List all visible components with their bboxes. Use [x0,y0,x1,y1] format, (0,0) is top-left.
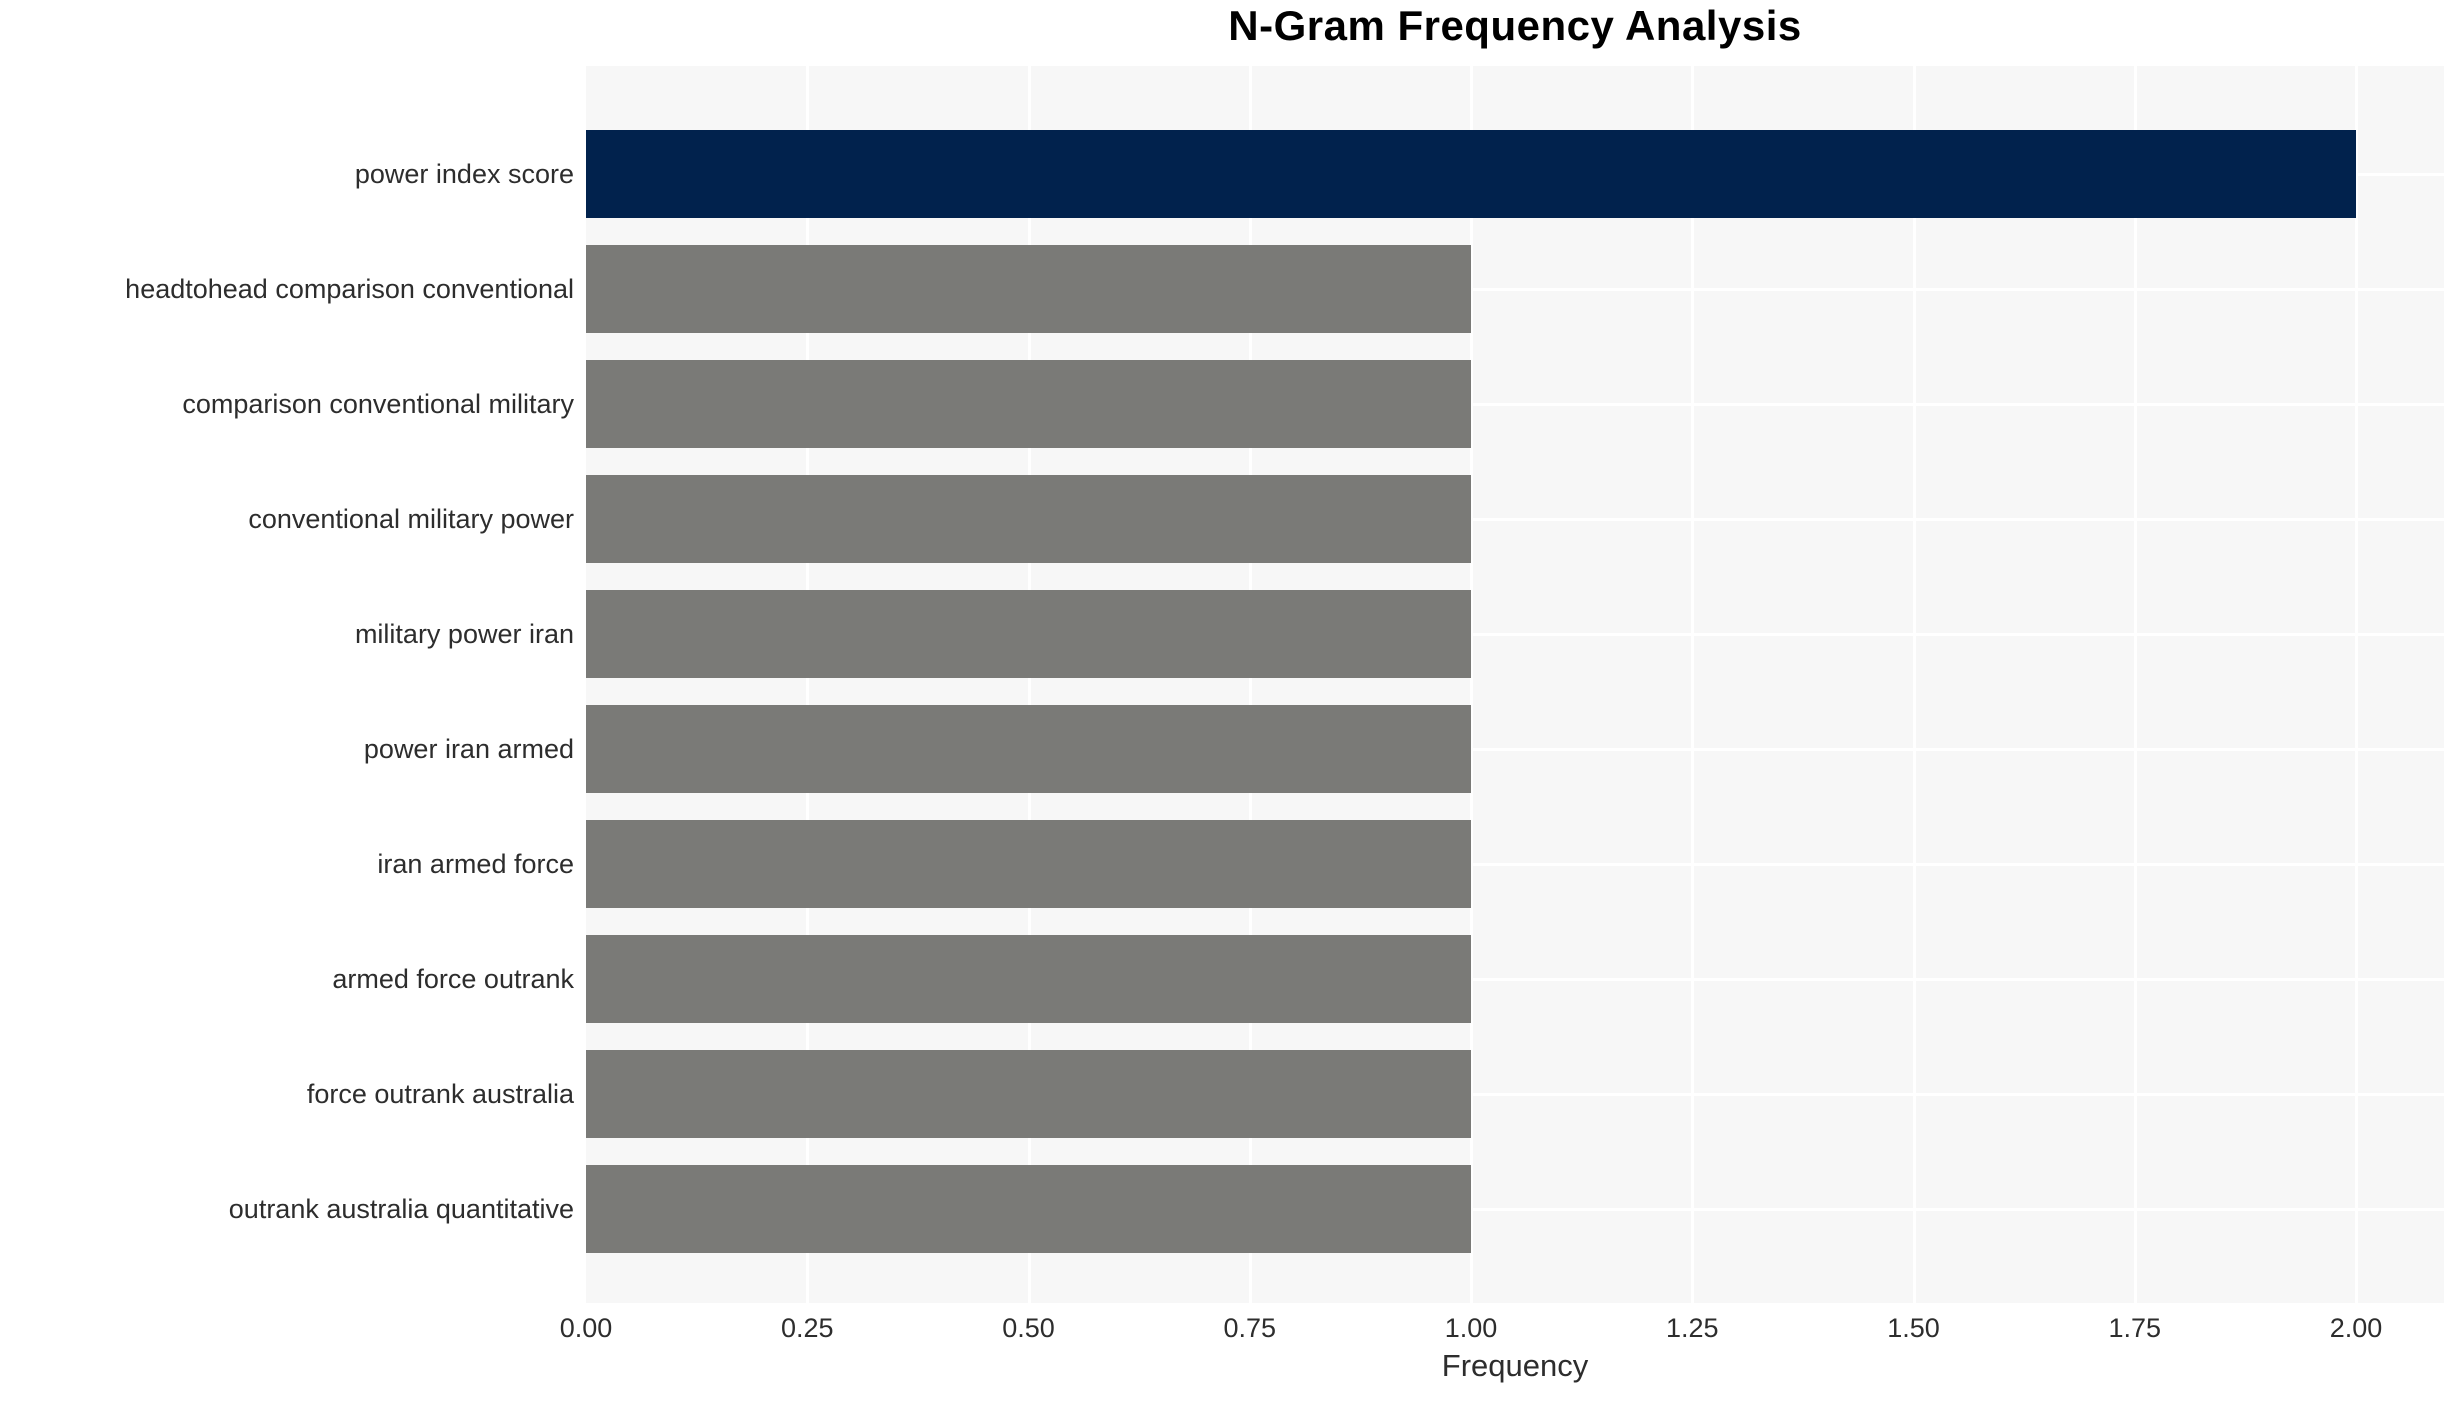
category-label: comparison conventional military [182,389,574,419]
bar [586,1050,1471,1138]
chart-title: N-Gram Frequency Analysis [1228,2,1802,49]
bar [586,590,1471,678]
horizontal-gridline [586,748,2444,751]
horizontal-gridline [586,1208,2444,1211]
vertical-gridline [1028,66,1031,1303]
vertical-gridline [1249,66,1252,1303]
bar [586,820,1471,908]
x-tick-label: 1.50 [1887,1313,1940,1343]
horizontal-gridline [586,978,2444,981]
horizontal-gridline [586,1093,2444,1096]
x-tick-label: 0.00 [559,1313,613,1343]
horizontal-gridline [586,518,2444,521]
category-label: military power iran [354,619,574,649]
x-tick-label: 0.75 [1223,1313,1277,1343]
category-label: iran armed force [377,849,574,879]
bar [586,935,1471,1023]
horizontal-gridline [586,633,2444,636]
category-label: headtohead comparison conventional [125,274,574,304]
vertical-gridline [1913,66,1916,1303]
x-tick-label: 1.75 [2108,1313,2162,1343]
bar [586,130,2356,218]
bar [586,705,1471,793]
category-label: power iran armed [363,734,574,764]
x-tick-label: 1.25 [1665,1313,1719,1343]
bar [586,475,1471,563]
horizontal-gridline [586,403,2444,406]
category-label: power index score [354,159,574,189]
category-label: armed force outrank [332,964,574,994]
horizontal-gridline [586,863,2444,866]
vertical-gridline [806,66,809,1303]
vertical-gridline [2355,66,2358,1303]
bar [586,245,1471,333]
vertical-gridline [2134,66,2137,1303]
x-axis-title: Frequency [1441,1348,1589,1383]
vertical-gridline [1470,66,1473,1303]
vertical-gridline [1691,66,1694,1303]
category-label: outrank australia quantitative [228,1194,574,1224]
x-tick-label: 2.00 [2329,1313,2383,1343]
x-tick-label: 0.25 [780,1313,834,1343]
horizontal-gridline [586,288,2444,291]
x-tick-label: 0.50 [1002,1313,1055,1343]
category-label: conventional military power [248,504,574,534]
category-label: force outrank australia [306,1079,574,1109]
plot-area [586,66,2444,1303]
bar [586,360,1471,448]
bar [586,1165,1471,1253]
x-tick-label: 1.00 [1444,1313,1498,1343]
